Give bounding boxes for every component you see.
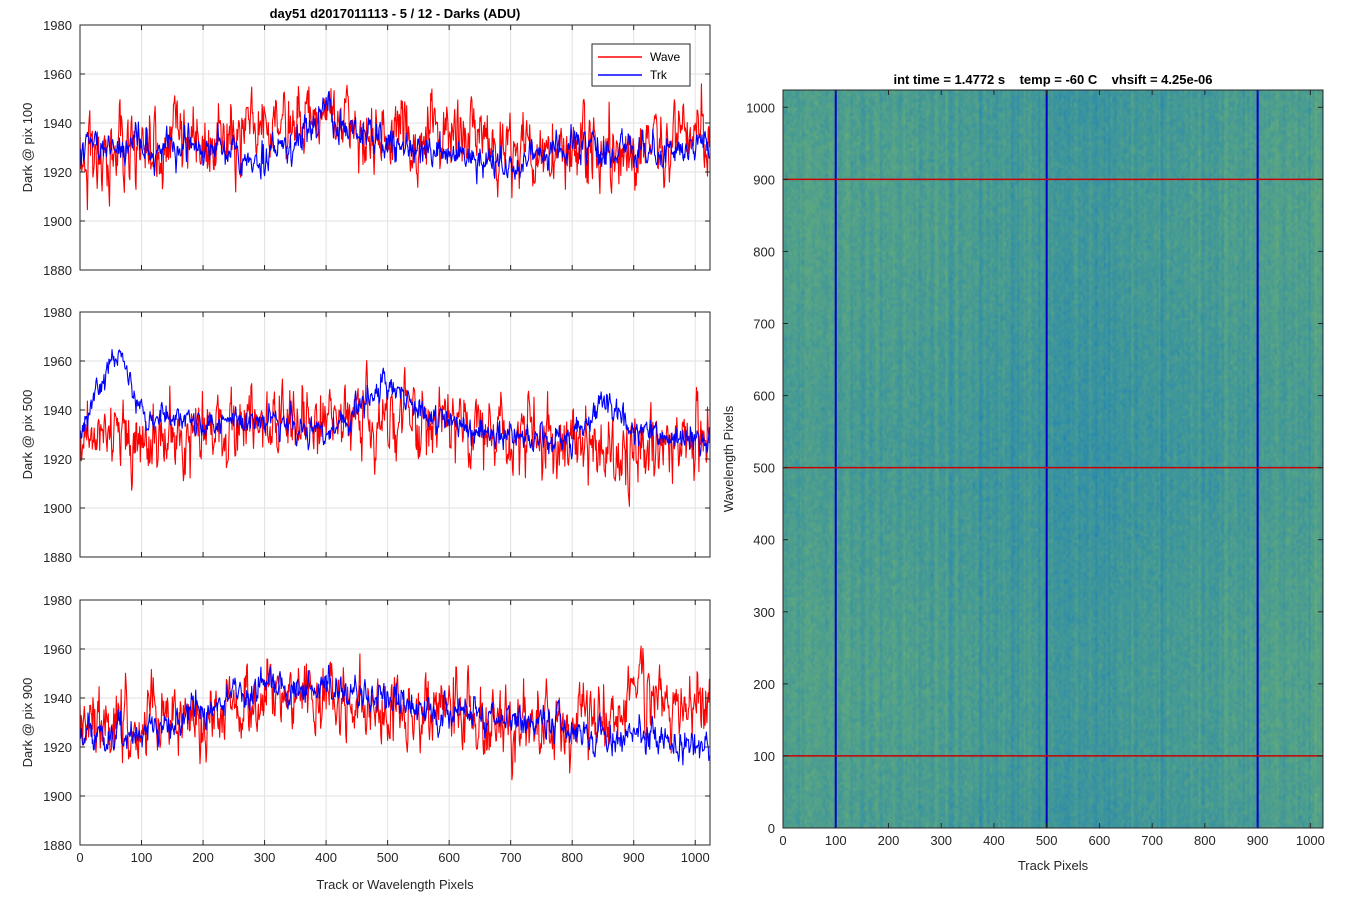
x-tick-label: 900 [623, 850, 645, 865]
y-tick-label: 1000 [746, 100, 775, 115]
series-line-wave [79, 645, 710, 781]
y-tick-label: 1960 [43, 67, 72, 82]
y-tick-label: 300 [753, 605, 775, 620]
y-tick-label: 1960 [43, 642, 72, 657]
x-tick-label: 700 [500, 850, 522, 865]
x-tick-label: 500 [377, 850, 399, 865]
x-tick-label: 100 [825, 833, 847, 848]
figure-title: day51 d2017011113 - 5 / 12 - Darks (ADU) [270, 6, 521, 21]
series-layer [79, 83, 710, 211]
y-tick-label: 1940 [43, 691, 72, 706]
y-tick-label: 500 [753, 461, 775, 476]
y-tick-label: 1900 [43, 501, 72, 516]
y-tick-label: 1940 [43, 403, 72, 418]
line-chart-pix-500: 1880 1900 1920 1940 1960 1980 Dark @ pix 500 [20, 305, 711, 565]
y-tick-label: 1900 [43, 789, 72, 804]
y-tick-label: 1920 [43, 740, 72, 755]
x-tick-label: 500 [1036, 833, 1058, 848]
legend-label-trk: Trk [650, 68, 668, 82]
heatmap-title: int time = 1.4772 s temp = -60 C vhsift … [893, 72, 1212, 87]
y-tick-label: 0 [768, 821, 775, 836]
y-tick-label: 1900 [43, 214, 72, 229]
axes-frame [79, 599, 711, 846]
y-tick-label: 900 [753, 172, 775, 187]
y-tick-label: 1920 [43, 452, 72, 467]
x-tick-label: 0 [779, 833, 786, 848]
x-tick-label: 300 [254, 850, 276, 865]
y-axis-label: Dark @ pix 100 [20, 103, 35, 193]
x-tick-label: 200 [878, 833, 900, 848]
y-tick-label: 100 [753, 749, 775, 764]
y-tick-label: 600 [753, 389, 775, 404]
x-tick-label: 600 [438, 850, 460, 865]
y-tick-label: 200 [753, 677, 775, 692]
x-tick-label: 0 [76, 850, 83, 865]
legend-label-wave: Wave [650, 50, 681, 64]
axes-frame [782, 89, 1324, 829]
y-axis-label: Dark @ pix 500 [20, 390, 35, 480]
heatmap-image [783, 90, 1323, 828]
x-tick-label: 400 [315, 850, 337, 865]
x-tick-label: 800 [561, 850, 583, 865]
x-axis-label: Track Pixels [1018, 858, 1089, 873]
series-line-trk [79, 664, 710, 766]
x-tick-label: 200 [192, 850, 214, 865]
x-tick-label: 600 [1089, 833, 1111, 848]
line-chart-pix-900: 0 100 200 300 400 500 600 700 800 900 1000 1880 1900… [20, 593, 711, 892]
marker-lines [783, 90, 1323, 828]
axes-frame [79, 24, 711, 271]
y-tick-label: 1980 [43, 18, 72, 33]
series-layer [79, 645, 710, 781]
y-tick-label: 1880 [43, 550, 72, 565]
y-tick-label: 1960 [43, 354, 72, 369]
x-tick-label: 800 [1194, 833, 1216, 848]
series-line-trk [79, 349, 710, 460]
y-tick-label: 1980 [43, 305, 72, 320]
y-tick-label: 1940 [43, 116, 72, 131]
y-tick-label: 1880 [43, 838, 72, 853]
x-tick-label: 1000 [1296, 833, 1325, 848]
tick-labels: 0 100 200 300 400 500 600 700 800 900 1000 1880 1900… [43, 593, 710, 865]
tick-labels: 1880 1900 1920 1940 1960 1980 [43, 305, 710, 565]
x-axis-label: Track or Wavelength Pixels [316, 877, 474, 892]
y-tick-label: 800 [753, 244, 775, 259]
x-tick-label: 1000 [681, 850, 710, 865]
x-tick-label: 100 [131, 850, 153, 865]
y-tick-label: 1880 [43, 263, 72, 278]
tick-labels: 0 100 200 300 400 500 600 700 800 900 1000 0 100 200 3… [746, 90, 1325, 848]
series-line-trk [79, 90, 710, 185]
series-layer [79, 349, 710, 507]
y-tick-label: 700 [753, 317, 775, 332]
y-tick-label: 400 [753, 533, 775, 548]
y-axis-label: Wavelength Pixels [721, 405, 736, 512]
legend-box [591, 43, 691, 87]
y-tick-label: 1920 [43, 165, 72, 180]
axes-frame [79, 311, 711, 558]
y-tick-label: 1980 [43, 593, 72, 608]
y-axis-label: Dark @ pix 900 [20, 678, 35, 768]
series-line-wave [79, 359, 710, 507]
x-tick-label: 900 [1247, 833, 1269, 848]
tick-labels: 1880 1900 1920 1940 1960 1980 [43, 18, 710, 278]
x-tick-label: 300 [930, 833, 952, 848]
x-tick-label: 400 [983, 833, 1005, 848]
heatmap-chart: 0 100 200 300 400 500 600 700 800 900 1000 0 100 200 3… [721, 72, 1325, 873]
legend: Wave Trk [591, 43, 691, 87]
x-tick-label: 700 [1141, 833, 1163, 848]
